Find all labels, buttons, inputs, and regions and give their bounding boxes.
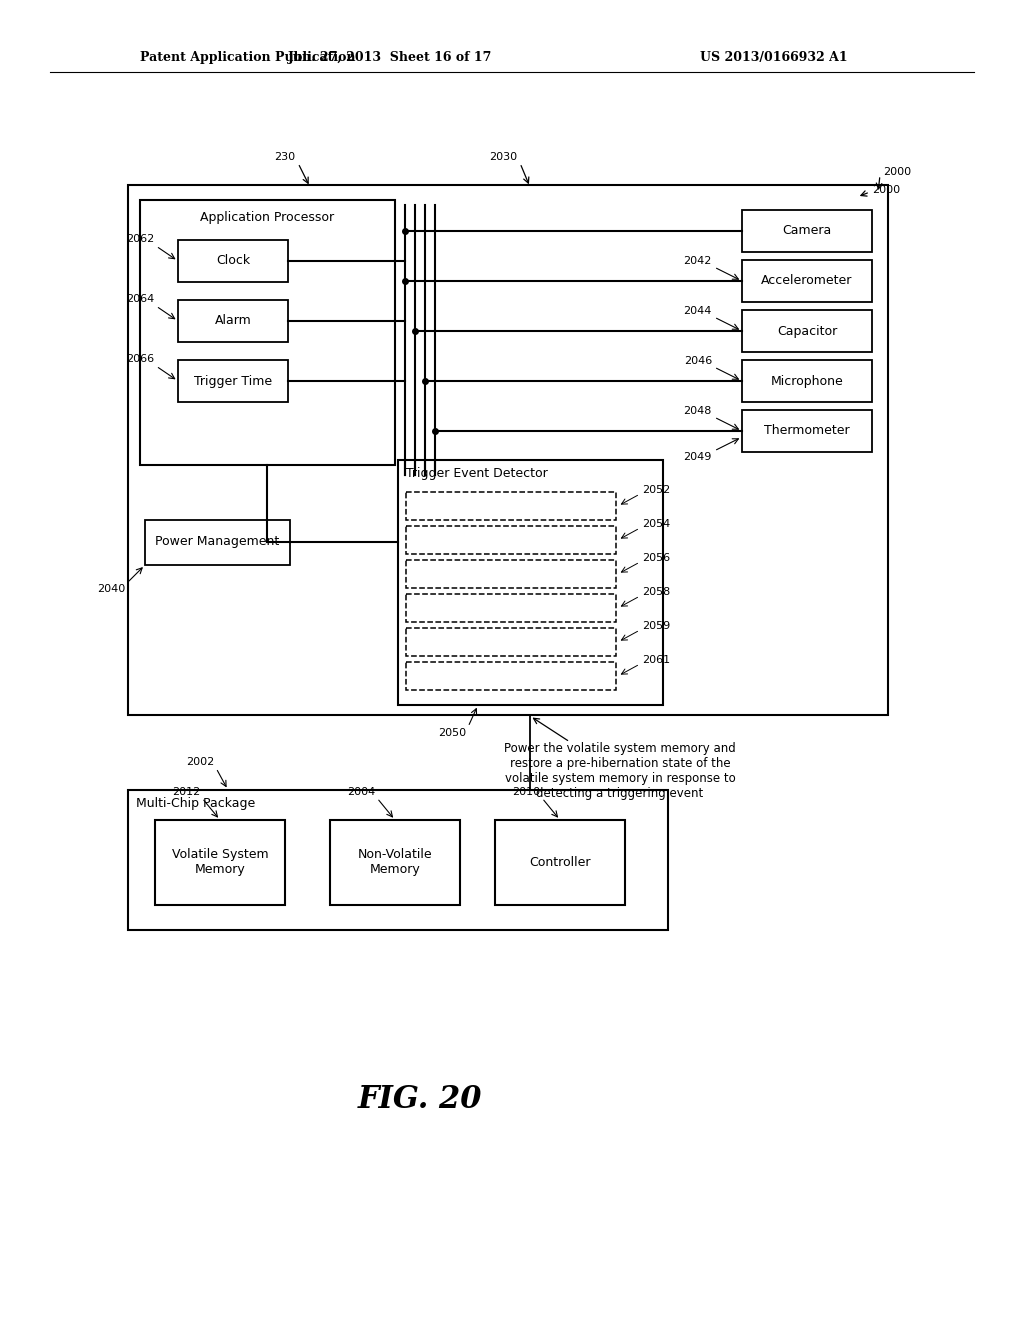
Bar	[406, 560, 616, 587]
Text: 2012: 2012	[172, 787, 200, 797]
Text: Trigger Event Detector: Trigger Event Detector	[406, 467, 548, 480]
Bar	[742, 310, 872, 352]
Text: 2004: 2004	[347, 787, 375, 797]
Text: Camera: Camera	[782, 224, 831, 238]
Bar	[406, 525, 616, 554]
Bar	[178, 360, 288, 403]
Text: 2010: 2010	[512, 787, 540, 797]
Text: Multi-Chip Package: Multi-Chip Package	[136, 797, 255, 810]
Text: 2058: 2058	[642, 587, 671, 597]
Bar	[406, 594, 616, 622]
Text: 2042: 2042	[684, 256, 712, 267]
Text: 2030: 2030	[488, 152, 517, 162]
Text: Application Processor: Application Processor	[200, 211, 334, 224]
Text: 2040: 2040	[96, 583, 125, 594]
Text: 2062: 2062	[126, 234, 154, 244]
Bar	[178, 240, 288, 282]
Text: Alarm: Alarm	[215, 314, 251, 327]
Bar	[155, 820, 285, 906]
Text: Clock: Clock	[216, 255, 250, 268]
Text: 2056: 2056	[642, 553, 670, 564]
Text: Capacitor: Capacitor	[777, 325, 838, 338]
Text: Historical Data: Historical Data	[467, 635, 555, 648]
Text: 2061: 2061	[642, 655, 670, 665]
Text: Patent Application Publication: Patent Application Publication	[140, 50, 355, 63]
Bar	[742, 260, 872, 302]
Text: Reference Acceleration Data: Reference Acceleration Data	[426, 602, 596, 615]
Bar	[145, 520, 290, 565]
Text: Accelerometer: Accelerometer	[761, 275, 853, 288]
Text: 2046: 2046	[684, 356, 712, 366]
Text: 2044: 2044	[684, 306, 712, 315]
Bar	[406, 663, 616, 690]
Bar	[178, 300, 288, 342]
Text: Reference Image Data: Reference Image Data	[444, 533, 578, 546]
Text: FIG. 20: FIG. 20	[357, 1085, 482, 1115]
Text: Volatile System
Memory: Volatile System Memory	[172, 847, 268, 876]
Bar	[128, 789, 668, 931]
Text: 2000: 2000	[872, 185, 900, 195]
Text: Reference Temperature Data: Reference Temperature Data	[425, 669, 597, 682]
Text: 2048: 2048	[684, 407, 712, 416]
Text: Microphone: Microphone	[771, 375, 844, 388]
Bar	[128, 185, 888, 715]
Text: Non-Volatile
Memory: Non-Volatile Memory	[357, 847, 432, 876]
Text: 2049: 2049	[684, 451, 712, 462]
Bar	[406, 628, 616, 656]
Text: 2002: 2002	[185, 756, 214, 767]
Bar	[406, 492, 616, 520]
Bar	[330, 820, 460, 906]
Bar	[742, 411, 872, 451]
Text: 2059: 2059	[642, 620, 671, 631]
Text: 230: 230	[273, 152, 295, 162]
Text: 2052: 2052	[642, 484, 671, 495]
Text: 2066: 2066	[126, 354, 154, 364]
Text: 2064: 2064	[126, 294, 154, 304]
Text: Reference Capacitance Data: Reference Capacitance Data	[427, 568, 595, 581]
Text: US 2013/0166932 A1: US 2013/0166932 A1	[700, 50, 848, 63]
Text: Reference Audio Data: Reference Audio Data	[446, 499, 575, 512]
Bar	[742, 360, 872, 403]
Text: Power the volatile system memory and
restore a pre-hibernation state of the
vola: Power the volatile system memory and res…	[504, 742, 736, 800]
Text: Controller: Controller	[529, 855, 591, 869]
Text: Thermometer: Thermometer	[764, 425, 850, 437]
Bar	[742, 210, 872, 252]
Bar	[140, 201, 395, 465]
Text: 2000: 2000	[883, 168, 911, 177]
Text: Jun. 27, 2013  Sheet 16 of 17: Jun. 27, 2013 Sheet 16 of 17	[288, 50, 493, 63]
Text: Trigger Time: Trigger Time	[194, 375, 272, 388]
Text: Power Management: Power Management	[155, 536, 280, 549]
Bar	[495, 820, 625, 906]
Bar	[398, 459, 663, 705]
Text: 2054: 2054	[642, 519, 671, 529]
Text: 2050: 2050	[438, 729, 466, 738]
